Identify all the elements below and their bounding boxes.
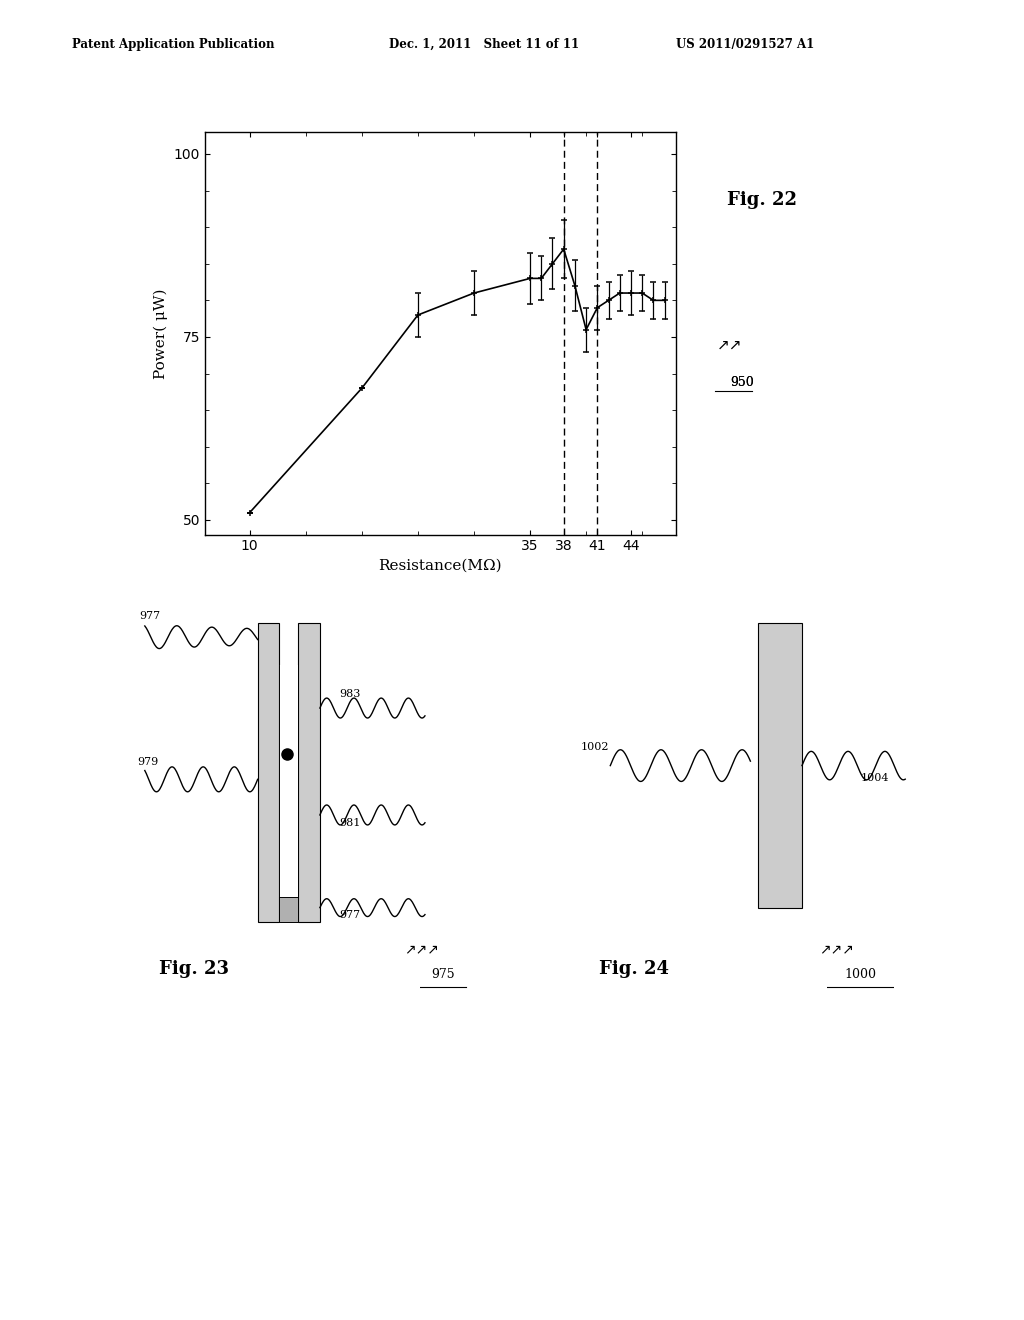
Text: 975: 975 [431, 969, 455, 981]
Text: Fig. 22: Fig. 22 [727, 190, 797, 209]
Text: 950: 950 [730, 376, 754, 389]
Text: ↗↗: ↗↗ [717, 338, 742, 352]
Text: 1004: 1004 [861, 774, 890, 784]
Text: 979: 979 [137, 758, 159, 767]
Bar [279, 898, 299, 921]
Text: Patent Application Publication: Patent Application Publication [72, 37, 274, 50]
Y-axis label: Power( μW): Power( μW) [154, 288, 168, 379]
Text: 1000: 1000 [845, 969, 877, 981]
Bar [279, 665, 299, 898]
Text: ↗↗↗: ↗↗↗ [819, 942, 854, 956]
Text: Fig. 24: Fig. 24 [599, 960, 669, 978]
Bar [758, 623, 802, 908]
Text: Dec. 1, 2011   Sheet 11 of 11: Dec. 1, 2011 Sheet 11 of 11 [389, 37, 580, 50]
Text: 981: 981 [339, 817, 360, 828]
Text: 977: 977 [339, 911, 360, 920]
Text: ↗↗↗: ↗↗↗ [404, 942, 439, 956]
Bar [299, 623, 319, 921]
Text: US 2011/0291527 A1: US 2011/0291527 A1 [676, 37, 814, 50]
X-axis label: Resistance(MΩ): Resistance(MΩ) [379, 558, 502, 573]
Text: Fig. 23: Fig. 23 [159, 960, 228, 978]
Text: 950: 950 [730, 376, 754, 389]
Bar [258, 623, 279, 921]
Text: 983: 983 [339, 689, 360, 700]
Text: 977: 977 [139, 611, 160, 620]
Text: 1002: 1002 [581, 742, 609, 752]
